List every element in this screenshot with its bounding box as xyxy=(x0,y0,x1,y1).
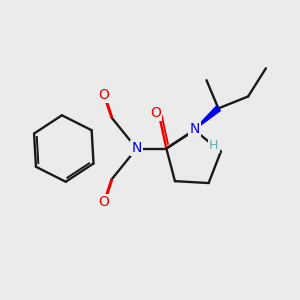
Text: O: O xyxy=(98,88,110,102)
Text: O: O xyxy=(150,106,161,120)
Text: O: O xyxy=(98,195,110,209)
Polygon shape xyxy=(193,106,220,131)
Text: H: H xyxy=(209,139,219,152)
Text: N: N xyxy=(131,141,142,154)
Text: N: N xyxy=(189,122,200,136)
